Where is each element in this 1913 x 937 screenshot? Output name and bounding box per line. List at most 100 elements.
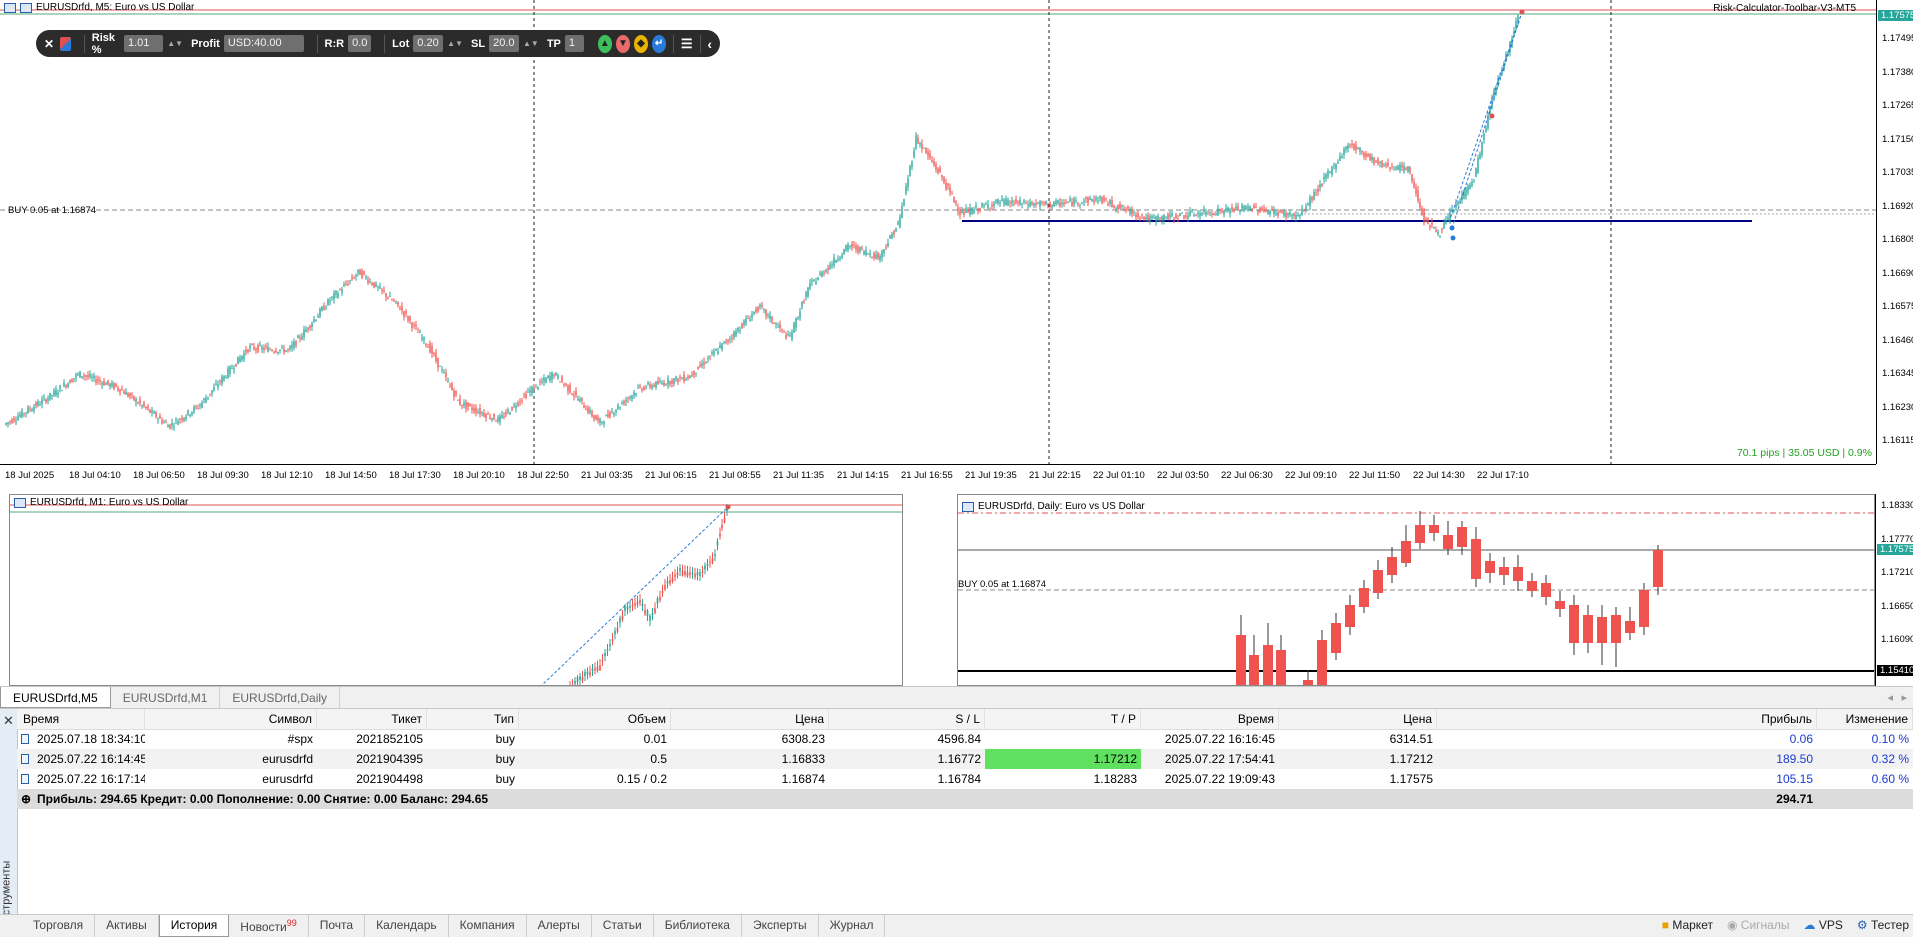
terminal-tab-label: История: [170, 918, 218, 932]
candle-body: [965, 208, 967, 213]
terminal-tab[interactable]: Статьи: [592, 915, 654, 937]
sell-button[interactable]: ▼: [615, 34, 630, 53]
menu-icon[interactable]: ☰: [680, 35, 693, 51]
candle-body: [663, 382, 665, 386]
candle-body: [619, 617, 621, 623]
terminal-tab[interactable]: Алерты: [527, 915, 592, 937]
candle-body: [757, 307, 759, 312]
main-chart[interactable]: EURUSDrfd, M5: Euro vs US Dollar Risk-Ca…: [0, 0, 1876, 464]
close-icon[interactable]: ✕: [44, 36, 55, 51]
terminal-tab[interactable]: Новости99: [229, 915, 309, 937]
buy-button[interactable]: ▲: [597, 34, 612, 53]
daily-chart[interactable]: EURUSDrfd, Daily: Euro vs US Dollar BUY …: [957, 494, 1875, 686]
risk-input[interactable]: 1.01: [123, 35, 164, 52]
terminal-tab[interactable]: Компания: [449, 915, 527, 937]
terminal-tab[interactable]: История: [158, 915, 230, 937]
column-header[interactable]: S / L: [829, 709, 985, 729]
candle-body: [1373, 570, 1383, 593]
terminal-tab[interactable]: Календарь: [365, 915, 449, 937]
candle-body: [703, 361, 705, 365]
daily-chart-canvas[interactable]: [958, 495, 1875, 686]
rr-input[interactable]: 0.0: [348, 35, 372, 52]
tp-select[interactable]: 1: [564, 35, 584, 52]
lot-input[interactable]: 0.20: [413, 35, 444, 52]
candle-body: [713, 351, 715, 355]
tp-label: TP: [546, 37, 561, 50]
candle-body: [921, 143, 923, 149]
sl-input[interactable]: 20.0: [489, 35, 519, 52]
column-header[interactable]: Тип: [427, 709, 519, 729]
column-header[interactable]: Изменение: [1817, 709, 1913, 729]
column-header[interactable]: Цена: [671, 709, 829, 729]
terminal-tab[interactable]: Журнал: [819, 915, 886, 937]
reverse-button[interactable]: ↵: [652, 34, 667, 53]
chart-tab-m5[interactable]: EURUSDrfd,M5: [0, 687, 111, 708]
candle-body: [687, 376, 689, 379]
daily-price-axis[interactable]: 1.183301.177701.172101.166501.160901.155…: [1875, 494, 1913, 686]
candle-body: [679, 376, 681, 378]
toolbar-separator: [673, 34, 674, 53]
candle-body: [961, 210, 963, 214]
terminal-tab[interactable]: Почта: [309, 915, 366, 937]
column-header[interactable]: T / P: [985, 709, 1141, 729]
column-header[interactable]: Объем: [519, 709, 671, 729]
terminal-tab[interactable]: Торговля: [22, 915, 96, 937]
time-tick: 18 Jul 06:50: [133, 470, 185, 481]
terminal-tab[interactable]: Активы: [95, 915, 159, 937]
candle-body: [979, 208, 981, 211]
candle-body: [1507, 51, 1509, 54]
candle-body: [613, 413, 615, 415]
tester-button[interactable]: ⚙ Тестер: [1856, 918, 1909, 932]
column-header[interactable]: Тикет: [317, 709, 427, 729]
candle-body: [1313, 191, 1315, 200]
lot-spinner[interactable]: ▲▼: [447, 39, 464, 48]
main-time-axis[interactable]: 18 Jul 2025 18 Jul 04:10 18 Jul 06:50 18 Ju…: [0, 464, 1876, 485]
column-header[interactable]: Цена: [1279, 709, 1437, 729]
main-price-axis[interactable]: 1.17495 1.17380 1.17265 1.17150 1.17035 1.169…: [1876, 0, 1913, 464]
market-button[interactable]: ■ Маркет: [1661, 918, 1713, 932]
collapse-icon[interactable]: ‹: [707, 35, 713, 52]
close-terminal-icon[interactable]: ✕: [3, 713, 14, 728]
table-cell: 0.5: [650, 752, 667, 766]
price-tick: 1.18330: [1881, 500, 1913, 511]
candle-body: [1307, 203, 1309, 205]
expand-icon[interactable]: ⊕: [21, 792, 32, 806]
m1-price-axis[interactable]: 1.175301.174601.173901.173201.172501.176…: [902, 495, 903, 686]
m1-chart-canvas[interactable]: [10, 495, 903, 686]
terminal-tabs: Торговля Активы История Новости99 Почта Кален…: [0, 914, 1913, 937]
candle-body: [339, 289, 341, 291]
chart-tab-m1[interactable]: EURUSDrfd,M1: [111, 687, 221, 708]
m1-chart[interactable]: EURUSDrfd, M1: Euro vs US Dollar 1.17530…: [9, 494, 903, 686]
column-header[interactable]: Символ: [145, 709, 317, 729]
column-header[interactable]: Время: [19, 709, 145, 729]
terminal-tab[interactable]: Эксперты: [742, 915, 819, 937]
tabs-right-arrow-icon[interactable]: ▸: [1901, 692, 1907, 704]
table-row[interactable]: 2025.07.18 18:34:10 #spx 2021852105 buy 0.01…: [17, 729, 1913, 749]
pending-order-button[interactable]: ◆: [633, 34, 649, 53]
candle-body: [737, 327, 739, 332]
candle-body: [1025, 203, 1027, 205]
vps-button[interactable]: ☁ VPS: [1803, 918, 1843, 932]
table-row[interactable]: 2025.07.22 16:17:14 eurusdrfd 2021904498 bu…: [17, 769, 1913, 789]
risk-spinner[interactable]: ▲▼: [167, 39, 184, 48]
main-chart-canvas[interactable]: [0, 0, 1876, 464]
candle-body: [475, 407, 477, 414]
candle-body: [1009, 202, 1011, 204]
candle-body: [403, 311, 405, 317]
candle-body: [1237, 206, 1239, 211]
sl-spinner[interactable]: ▲▼: [522, 39, 539, 48]
candle-body: [545, 378, 547, 383]
column-header[interactable]: Прибыль: [1437, 709, 1817, 729]
table-row[interactable]: 2025.07.22 16:14:45 eurusdrfd 2021904395 bu…: [17, 749, 1913, 769]
candle-body: [399, 308, 401, 310]
chart-tab-daily[interactable]: EURUSDrfd,Daily: [220, 687, 341, 708]
signals-button[interactable]: ◉ Сигналы: [1726, 918, 1790, 932]
column-header[interactable]: Время: [1141, 709, 1279, 729]
terminal-tab[interactable]: Библиотека: [654, 915, 742, 937]
candle-body: [87, 375, 89, 377]
terminal-tab-label: Новости: [240, 920, 287, 934]
candle-body: [381, 288, 383, 291]
candle-body: [785, 334, 787, 339]
tabs-left-arrow-icon[interactable]: ◂: [1887, 692, 1893, 704]
profit-input[interactable]: USD:40.00: [223, 35, 304, 52]
